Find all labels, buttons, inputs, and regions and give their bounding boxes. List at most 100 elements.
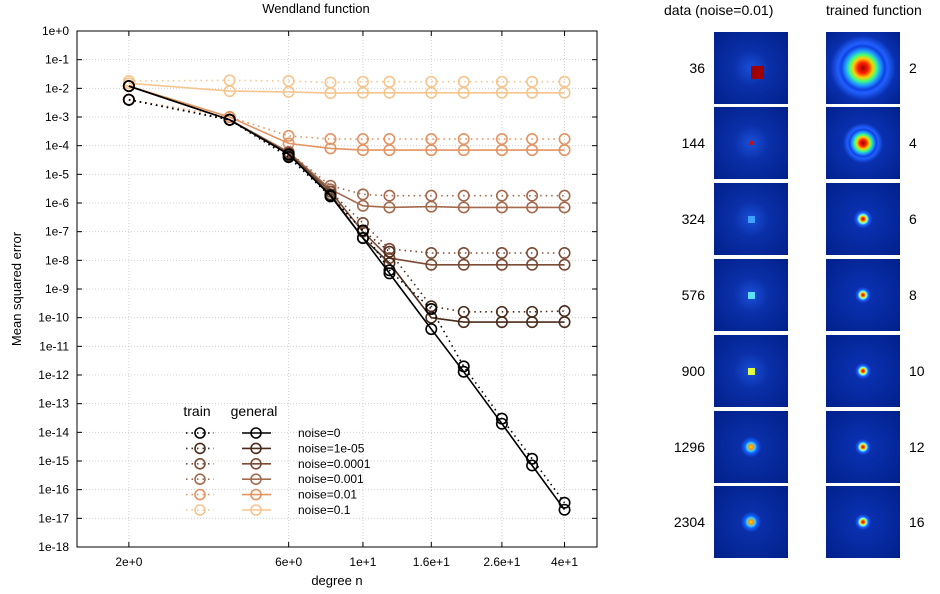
y-tick-label: 1e-9: [45, 282, 69, 296]
general-point: [383, 267, 396, 280]
general-line: [128, 85, 565, 209]
train-point: [495, 189, 508, 202]
general-point: [324, 142, 337, 155]
x-axis-label: degree n: [311, 573, 362, 588]
train-point: [526, 247, 539, 260]
series-noise=0: [122, 80, 571, 516]
legend-general-marker: [250, 473, 262, 486]
y-tick-label: 1e-12: [38, 368, 69, 382]
trained-image: [826, 411, 900, 483]
general-point: [457, 258, 470, 271]
y-tick-label: 1e-16: [38, 483, 69, 497]
train-point: [495, 247, 508, 260]
data-image: [714, 486, 788, 558]
general-point: [526, 459, 539, 472]
general-point: [558, 144, 571, 157]
legend-general-marker: [250, 442, 262, 455]
series-lines: [122, 74, 571, 516]
train-point: [324, 133, 337, 146]
sample-count-label: 144: [681, 135, 705, 151]
y-tick-label: 1e-11: [39, 339, 69, 353]
y-axis: 1e+0 1e-1 1e-2 1e-3 1e-4 1e-5 1e-6 1e-7 1e-8 1e-9…: [38, 24, 597, 554]
y-tick-label: 1e-2: [45, 81, 69, 95]
sample-count-label: 324: [681, 211, 705, 227]
train-point: [223, 74, 236, 87]
general-point: [324, 189, 337, 202]
legend-header-general: general: [231, 403, 278, 419]
train-point: [526, 189, 539, 202]
grid: [77, 31, 597, 547]
general-point: [356, 144, 369, 157]
degree-label: 16: [909, 514, 925, 530]
train-line: [128, 79, 565, 84]
data-image: [714, 32, 788, 104]
trained-image: [826, 259, 900, 331]
train-point: [324, 76, 337, 89]
y-tick-label: 1e-1: [45, 53, 69, 67]
trained-image: [826, 32, 900, 104]
y-tick-label: 1e-13: [38, 397, 69, 411]
general-line: [128, 85, 566, 511]
data-image: [714, 183, 788, 255]
series-noise=1e-05: [122, 80, 571, 329]
train-point: [383, 189, 396, 202]
series-noise=0.01: [122, 80, 571, 157]
data-image: [714, 107, 788, 179]
y-tick-label: 1e-15: [38, 454, 69, 468]
legend-label: noise=1e-05: [298, 441, 365, 455]
chart-title: Wendland function: [262, 1, 369, 16]
train-point: [558, 247, 571, 260]
train-point: [526, 75, 539, 88]
train-line: [128, 98, 565, 197]
y-tick-label: 1e-5: [45, 167, 69, 181]
train-line: [128, 98, 565, 254]
general-point: [526, 316, 539, 329]
x-tick-label: 2.6e+1: [483, 555, 520, 569]
y-tick-label: 1e-14: [38, 425, 69, 439]
legend-general-marker: [250, 504, 262, 516]
y-tick-label: 1e-4: [45, 139, 69, 153]
general-point: [282, 85, 295, 98]
train-line: [128, 98, 566, 504]
general-point: [526, 86, 539, 99]
y-tick-label: 1e-10: [38, 311, 69, 325]
trained-image: [826, 335, 900, 407]
x-tick-label: 4e+1: [551, 555, 578, 569]
general-point: [324, 87, 337, 100]
legend-train-marker: [194, 442, 206, 455]
legend-train-marker: [194, 427, 206, 439]
legend-general-marker: [250, 488, 262, 501]
legend-train-marker: [194, 473, 206, 486]
train-point: [356, 188, 369, 201]
sample-count-label: 2304: [673, 514, 705, 530]
data-image: [714, 411, 788, 483]
y-axis-label: Mean squared error: [9, 231, 24, 346]
general-line: [128, 85, 565, 323]
general-point: [122, 80, 135, 93]
degree-label: 6: [909, 211, 917, 227]
train-point: [457, 189, 470, 202]
x-tick-label: 6e+0: [275, 555, 302, 569]
y-tick-label: 1e-17: [38, 511, 69, 525]
train-point: [457, 247, 470, 260]
y-tick-label: 1e+0: [42, 24, 69, 38]
train-point: [558, 189, 571, 202]
y-tick-label: 1e-3: [45, 110, 69, 124]
general-point: [356, 232, 369, 245]
legend-train-marker: [194, 488, 206, 501]
legend-header-train: train: [183, 403, 210, 419]
y-tick-label: 1e-8: [45, 253, 69, 267]
general-point: [495, 316, 508, 329]
x-tick-label: 1e+1: [349, 555, 376, 569]
general-point: [558, 258, 571, 271]
legend-label: noise=0: [298, 426, 341, 440]
legend-general-marker: [250, 457, 262, 470]
general-point: [425, 323, 438, 336]
data-image: [714, 259, 788, 331]
train-point: [122, 93, 135, 106]
general-point: [457, 365, 470, 378]
train-line: [128, 98, 565, 140]
general-line: [128, 85, 565, 151]
degree-label: 12: [909, 439, 925, 455]
